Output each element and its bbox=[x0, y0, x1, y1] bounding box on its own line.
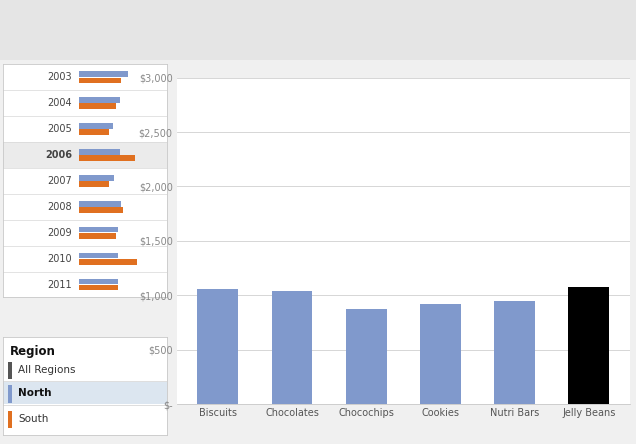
Text: 2006: 2006 bbox=[45, 150, 72, 160]
Text: 2003: 2003 bbox=[48, 72, 72, 82]
Text: Region: Region bbox=[10, 345, 55, 358]
Bar bbox=[420, 304, 460, 404]
Text: 2008: 2008 bbox=[48, 202, 72, 212]
Bar bbox=[79, 71, 128, 77]
Bar bbox=[79, 278, 118, 284]
Text: South: South bbox=[18, 413, 48, 424]
Text: 2010: 2010 bbox=[48, 254, 72, 264]
Bar bbox=[8, 385, 12, 403]
Bar bbox=[3, 142, 167, 168]
Bar bbox=[79, 233, 116, 239]
Bar bbox=[79, 253, 118, 258]
Bar bbox=[197, 289, 238, 404]
Bar bbox=[79, 155, 135, 161]
Text: 2007: 2007 bbox=[47, 176, 72, 186]
Bar bbox=[79, 227, 118, 233]
Bar bbox=[8, 362, 12, 380]
Bar bbox=[79, 149, 120, 155]
Bar bbox=[79, 259, 137, 265]
Bar bbox=[79, 181, 109, 187]
Text: 2004: 2004 bbox=[48, 98, 72, 108]
Bar bbox=[79, 207, 123, 213]
Text: 2011: 2011 bbox=[48, 280, 72, 289]
Bar bbox=[8, 411, 12, 428]
Text: 2009: 2009 bbox=[48, 228, 72, 238]
Bar bbox=[79, 123, 113, 129]
Bar bbox=[494, 301, 535, 404]
Bar bbox=[79, 103, 116, 109]
Bar bbox=[346, 309, 387, 404]
Bar bbox=[272, 291, 312, 404]
Bar bbox=[3, 382, 167, 404]
Text: 2005: 2005 bbox=[47, 124, 72, 134]
Bar bbox=[79, 78, 121, 83]
Bar bbox=[568, 287, 609, 404]
Bar bbox=[79, 175, 114, 181]
Bar bbox=[79, 201, 121, 206]
Text: All Regions: All Regions bbox=[18, 365, 76, 375]
Bar bbox=[79, 129, 109, 135]
Text: North: North bbox=[18, 388, 52, 398]
Bar bbox=[79, 97, 120, 103]
Bar bbox=[79, 285, 118, 290]
